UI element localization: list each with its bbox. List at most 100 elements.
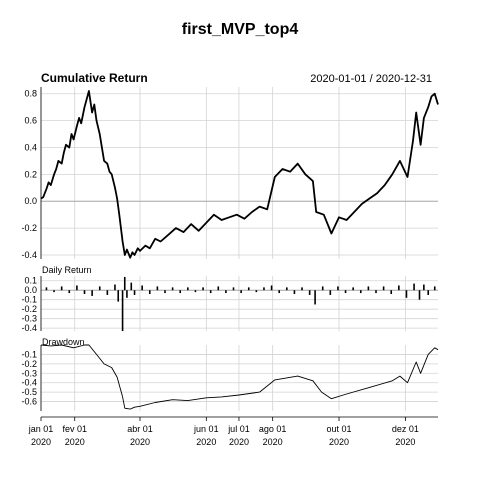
y-tick-label: -0.4 <box>21 250 37 260</box>
x-tick-year: 2020 <box>130 437 150 447</box>
x-tick-label: jan 01 <box>28 424 54 434</box>
chart-subtitle: Cumulative Return <box>41 71 148 85</box>
daily-return-bar <box>171 287 174 291</box>
daily-return-bar <box>423 284 425 291</box>
daily-return-bar <box>427 290 430 295</box>
daily-return-bar <box>60 286 63 291</box>
daily-return-bar <box>301 287 303 291</box>
daily-return-bar <box>278 290 280 294</box>
y-tick-label: -0.4 <box>21 378 37 388</box>
x-tick-year: 2020 <box>31 437 51 447</box>
chart-title: first_MVP_top4 <box>182 21 299 38</box>
daily-return-bar <box>194 290 197 293</box>
daily-return-bar <box>68 290 71 294</box>
daily-return-bar <box>91 290 93 296</box>
y-tick-label: -0.5 <box>21 387 37 397</box>
daily-return-bar <box>156 286 159 291</box>
daily-return-bar <box>76 285 78 291</box>
daily-return-bar <box>321 286 324 291</box>
daily-return-bar <box>314 290 316 305</box>
daily-return-bar <box>123 276 126 291</box>
daily-return-bar <box>344 290 347 294</box>
daily-return-bar <box>133 290 136 295</box>
y-tick-label: -0.3 <box>21 314 37 324</box>
panels: 0.80.60.40.20.0-0.2-0.40.10.0-0.1-0.2-0.… <box>21 87 439 411</box>
y-tick-label: -0.4 <box>21 323 37 333</box>
daily-return-bar <box>126 290 128 298</box>
daily-return-bar <box>53 290 55 293</box>
y-tick-label: -0.2 <box>21 359 37 369</box>
x-tick-label: ago 01 <box>259 424 287 434</box>
y-tick-label: -0.1 <box>21 349 37 359</box>
daily-return-bar <box>263 287 265 291</box>
daily-return-bar <box>255 290 258 293</box>
daily-return-bar <box>209 290 212 294</box>
daily-return-bar <box>106 290 109 295</box>
daily-return-bar <box>121 290 124 331</box>
daily-return-bar <box>240 290 242 294</box>
daily-return-bar <box>225 290 227 294</box>
daily-return-bar <box>418 290 421 300</box>
daily-return-bar <box>405 290 408 298</box>
daily-return-bar <box>308 290 311 295</box>
series-line <box>40 344 439 410</box>
y-tick-label: 0.4 <box>24 142 37 152</box>
x-tick-label: abr 01 <box>127 424 153 434</box>
daily-return-bar <box>359 290 362 294</box>
daily-return-bar <box>270 285 273 291</box>
y-tick-label: 0.2 <box>24 169 37 179</box>
y-tick-label: 0.0 <box>24 196 37 206</box>
panel-drawdown: -0.1-0.2-0.3-0.4-0.5-0.6 Drawdown <box>21 337 439 411</box>
daily-return-bar <box>382 286 385 291</box>
daily-return-bar <box>247 287 250 291</box>
daily-return-bar <box>337 286 339 291</box>
y-tick-label: 0.6 <box>24 116 37 126</box>
daily-return-bar <box>367 286 370 291</box>
x-tick-year: 2020 <box>65 437 85 447</box>
x-tick-year: 2020 <box>196 437 216 447</box>
y-tick-label: -0.6 <box>21 397 37 407</box>
series-line <box>40 90 439 259</box>
x-tick-year: 2020 <box>395 437 415 447</box>
x-tick-year: 2020 <box>229 437 249 447</box>
daily-return-bar <box>329 290 332 295</box>
x-axis: jan 01 2020 fev 01 2020 abr 01 2020 jun 01 2020… <box>28 416 438 447</box>
x-tick-label: dez 01 <box>392 424 419 434</box>
panel-label: Daily Return <box>42 265 92 275</box>
y-tick-label: -0.3 <box>21 368 37 378</box>
daily-return-bar <box>413 283 415 291</box>
daily-return-bar <box>45 287 48 291</box>
daily-return-bar <box>390 290 393 295</box>
daily-return-bar <box>293 290 296 295</box>
daily-return-bar <box>130 282 133 291</box>
x-tick-year: 2020 <box>329 437 349 447</box>
date-range: 2020-01-01 / 2020-12-31 <box>310 73 432 85</box>
daily-return-bar <box>164 290 166 294</box>
daily-return-bar <box>217 286 220 291</box>
daily-return-bar <box>286 287 288 291</box>
daily-return-bar <box>141 285 143 291</box>
daily-return-bar <box>98 286 101 291</box>
panel-cumulative-return: 0.8 0.6 0.4 0.2 0.0 -0.2 -0.4 <box>21 87 439 260</box>
y-tick-label: 0.0 <box>24 285 37 295</box>
daily-return-bar <box>179 290 182 294</box>
daily-return-bar <box>202 287 204 291</box>
daily-return-bar <box>375 290 377 294</box>
y-tick-label: -0.1 <box>21 295 37 305</box>
daily-return-bar <box>352 287 354 291</box>
x-tick-label: fev 01 <box>62 424 87 434</box>
daily-return-bar <box>83 290 86 295</box>
x-tick-label: out 01 <box>327 424 352 434</box>
y-tick-label: -0.2 <box>21 304 37 314</box>
panel-daily-return: 0.10.0-0.1-0.2-0.3-0.4 Daily Return <box>21 265 438 333</box>
y-tick-label: -0.2 <box>21 223 37 233</box>
daily-return-bar <box>232 287 235 291</box>
y-tick-label: 0.1 <box>24 276 37 286</box>
daily-return-bar <box>117 290 120 302</box>
y-tick-label: 0.8 <box>24 89 37 99</box>
x-tick-label: jun 01 <box>193 424 219 434</box>
daily-return-bar <box>148 290 151 295</box>
daily-return-bar <box>398 285 400 291</box>
x-tick-year: 2020 <box>263 437 283 447</box>
